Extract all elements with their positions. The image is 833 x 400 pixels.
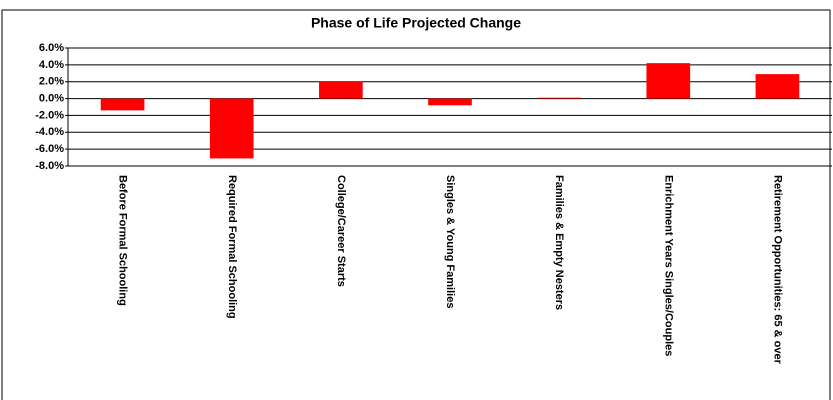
y-tick-label: -6.0% <box>35 143 64 155</box>
y-tick-label: 0.0% <box>39 92 64 104</box>
chart-border <box>1 9 831 400</box>
x-tick-label: Families & Empty Nesters <box>553 175 565 310</box>
bar <box>646 63 691 99</box>
x-tick-label: College/Career Starts <box>335 175 347 287</box>
y-tick-label: 4.0% <box>39 59 64 71</box>
bar <box>755 74 800 99</box>
x-tick-label: Before Formal Schooling <box>117 175 129 306</box>
x-tick-label: Singles & Young Families <box>444 175 456 308</box>
y-tick-label: 6.0% <box>39 42 64 54</box>
chart-title: Phase of Life Projected Change <box>311 15 521 31</box>
y-tick-label: -2.0% <box>35 109 64 121</box>
x-tick-label: Required Formal Schooling <box>226 175 238 319</box>
bar <box>100 98 145 111</box>
y-tick-label: -4.0% <box>35 126 64 138</box>
y-tick-label: -8.0% <box>35 160 64 172</box>
bar <box>537 97 581 99</box>
x-tick-label: Enrichment Years Singles/Couples <box>662 175 674 356</box>
x-tick-label: Retirement Opportunities: 65 & over <box>772 175 784 365</box>
bar <box>209 98 254 159</box>
y-tick-label: 2.0% <box>39 76 64 88</box>
bar <box>428 98 472 106</box>
bar <box>319 81 363 99</box>
